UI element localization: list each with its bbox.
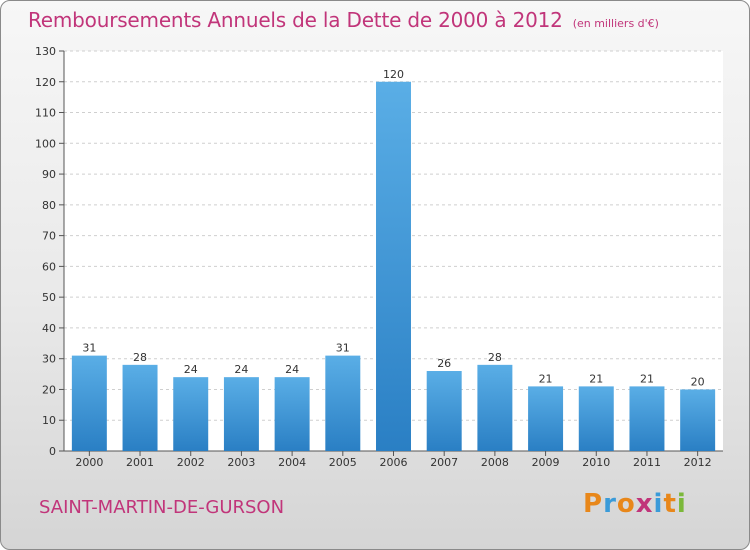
y-tick-label: 40 (42, 322, 56, 335)
data-label: 28 (133, 351, 147, 364)
x-tick-label: 2003 (227, 456, 255, 469)
x-tick-label: 2002 (177, 456, 205, 469)
y-tick-label: 90 (42, 168, 56, 181)
x-tick-label: 2011 (633, 456, 661, 469)
bar (629, 386, 665, 451)
proxiti-logo: Proxiti (583, 489, 687, 519)
logo-letter: r (603, 489, 617, 519)
x-tick-label: 2008 (481, 456, 509, 469)
title-text: Remboursements Annuels de la Dette de 20… (28, 8, 563, 32)
y-tick-label: 120 (35, 76, 56, 89)
y-tick-label: 110 (35, 107, 56, 120)
bar (680, 389, 716, 451)
data-label: 21 (589, 372, 603, 385)
bar (122, 364, 158, 451)
x-tick-label: 2005 (329, 456, 357, 469)
y-tick-label: 50 (42, 291, 56, 304)
y-tick-label: 130 (35, 45, 56, 58)
data-label: 24 (285, 363, 299, 376)
x-tick-label: 2010 (582, 456, 610, 469)
y-tick-label: 20 (42, 383, 56, 396)
bar (71, 355, 107, 451)
data-label: 31 (336, 342, 350, 355)
chart-title: Remboursements Annuels de la Dette de 20… (28, 8, 659, 32)
commune-name: SAINT-MARTIN-DE-GURSON (39, 497, 285, 518)
y-tick-label: 60 (42, 260, 56, 273)
data-label: 26 (437, 357, 451, 370)
logo-letter: o (616, 489, 636, 519)
x-tick-label: 2000 (75, 456, 103, 469)
bar (578, 386, 614, 451)
bar (376, 81, 411, 452)
x-tick-label: 2004 (278, 456, 306, 469)
bar (173, 377, 209, 451)
bar (223, 377, 259, 451)
y-tick-label: 0 (49, 445, 56, 458)
data-label: 28 (488, 351, 502, 364)
data-label: 24 (234, 363, 248, 376)
x-tick-label: 2006 (380, 456, 408, 469)
data-label: 20 (691, 375, 705, 388)
bar (274, 377, 310, 451)
data-label: 21 (539, 372, 553, 385)
y-tick-label: 30 (42, 353, 56, 366)
x-tick-label: 2001 (126, 456, 154, 469)
data-label: 120 (383, 68, 404, 81)
x-tick-label: 2007 (430, 456, 458, 469)
y-tick-label: 70 (42, 230, 56, 243)
logo-letter: i (676, 489, 687, 519)
bar (426, 371, 462, 451)
y-tick-label: 80 (42, 199, 56, 212)
x-tick-label: 2009 (532, 456, 560, 469)
unit-label: (en milliers d'€) (572, 17, 659, 30)
logo-letter: x (635, 489, 654, 519)
y-tick-label: 10 (42, 414, 56, 427)
x-tick-label: 2012 (684, 456, 712, 469)
bar (325, 355, 361, 451)
data-label: 21 (640, 372, 654, 385)
bar (528, 386, 564, 451)
data-label: 31 (82, 342, 96, 355)
y-tick-label: 100 (35, 137, 56, 150)
logo-letter: t (663, 489, 677, 519)
logo-letter: i (653, 489, 664, 519)
data-label: 24 (184, 363, 198, 376)
bar (477, 364, 513, 451)
logo-letter: P (583, 489, 604, 519)
